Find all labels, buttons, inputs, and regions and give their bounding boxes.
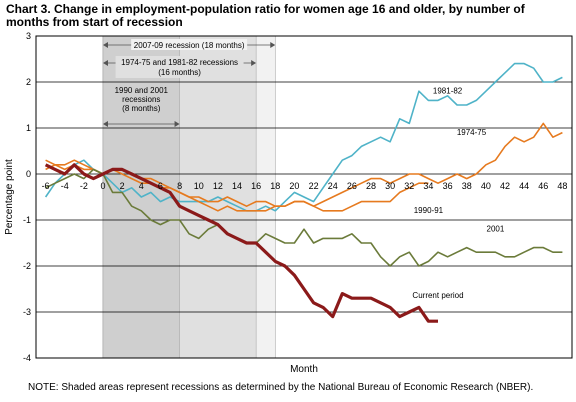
chart-title: Chart 3. Change in employment-population… xyxy=(6,2,525,29)
annotation-arrowhead xyxy=(103,60,108,66)
series-line xyxy=(45,168,563,267)
x-tick-label: 40 xyxy=(481,181,491,191)
x-tick-label: 12 xyxy=(213,181,223,191)
x-tick-labels: -6 -4 -2 0 2 4 6 8 10 12 14 16 18 20 22 24 26 28 30 32 34 36 3… xyxy=(42,181,568,191)
annotation-2007-09: 2007-09 recession (18 months) xyxy=(134,41,245,50)
annotation-arrowhead xyxy=(251,60,257,66)
y-tick-label: 2 xyxy=(26,77,31,87)
annotation-bg xyxy=(131,39,248,50)
x-tick-label: -2 xyxy=(80,181,88,191)
x-tick-label: 44 xyxy=(519,181,529,191)
annotation-1974-81-duration: (16 months) xyxy=(158,68,201,77)
x-tick-label: -6 xyxy=(42,181,50,191)
x-tick-label: 26 xyxy=(347,181,357,191)
x-tick-label: 14 xyxy=(232,181,242,191)
y-tick-label: 0 xyxy=(26,169,31,179)
x-tick-label: 30 xyxy=(385,181,395,191)
series-label: 1974-75 xyxy=(457,128,487,137)
annotation-arrowhead xyxy=(174,121,180,127)
series-lines xyxy=(44,62,563,323)
y-tick-labels: -4 -3 -2 -1 0 1 2 3 xyxy=(23,31,31,363)
x-tick-label: 48 xyxy=(557,181,567,191)
annotation-1990-2001: recessions xyxy=(122,95,160,104)
series-label: 2001 xyxy=(487,225,505,234)
y-tick-label: -4 xyxy=(23,353,31,363)
x-tick-label: 18 xyxy=(270,181,280,191)
annotation-arrowhead xyxy=(270,42,276,48)
recession-annotations: 2007-09 recession (18 months) 1974-75 and… xyxy=(103,39,276,127)
x-tick-label: 34 xyxy=(423,181,433,191)
plot-frame xyxy=(35,35,573,359)
footnote: NOTE: Shaded areas represent recessions … xyxy=(28,382,534,393)
x-tick-label: 42 xyxy=(500,181,510,191)
annotation-1990-2001: 1990 and 2001 xyxy=(115,86,169,95)
y-tick-label: -3 xyxy=(23,307,31,317)
x-tick-label: 2 xyxy=(120,181,125,191)
series-line xyxy=(44,62,563,212)
x-tick-label: 4 xyxy=(139,181,144,191)
annotation-arrowhead xyxy=(103,121,108,127)
x-tick-label: 46 xyxy=(538,181,548,191)
annotation-1990-2001: (8 months) xyxy=(122,104,161,113)
y-tick-label: -1 xyxy=(23,215,31,225)
annotation-bg xyxy=(115,56,244,78)
x-tick-label: 36 xyxy=(443,181,453,191)
gridlines xyxy=(36,81,572,313)
y-tick-label: 1 xyxy=(26,123,31,133)
x-tick-label: 24 xyxy=(328,181,338,191)
x-tick-label: 8 xyxy=(177,181,182,191)
x-axis-label: Month xyxy=(290,364,318,375)
x-tick-label: 28 xyxy=(366,181,376,191)
y-axis-label: Percentage point xyxy=(4,159,15,235)
series-label: 1990-91 xyxy=(414,206,444,215)
x-tick-label: 0 xyxy=(100,181,105,191)
x-tick-label: -4 xyxy=(61,181,69,191)
annotation-1974-81: 1974-75 and 1981-82 recessions xyxy=(121,58,238,67)
series-labels: 1981-82 1974-75 1990-91 2001 Current period xyxy=(412,87,504,301)
annotation-arrowhead xyxy=(103,42,108,48)
x-tick-label: 20 xyxy=(289,181,299,191)
y-tick-label: 3 xyxy=(26,31,31,41)
x-tick-label: 32 xyxy=(404,181,414,191)
series-line xyxy=(44,163,438,323)
x-tick-label: 10 xyxy=(194,181,204,191)
series-label: Current period xyxy=(412,291,463,300)
x-tick-label: 6 xyxy=(158,181,163,191)
x-tick-label: 16 xyxy=(251,181,261,191)
y-tick-label: -2 xyxy=(23,261,31,271)
series-label: 1981-82 xyxy=(433,87,463,96)
x-tick-label: 22 xyxy=(309,181,319,191)
x-tick-label: 38 xyxy=(462,181,472,191)
